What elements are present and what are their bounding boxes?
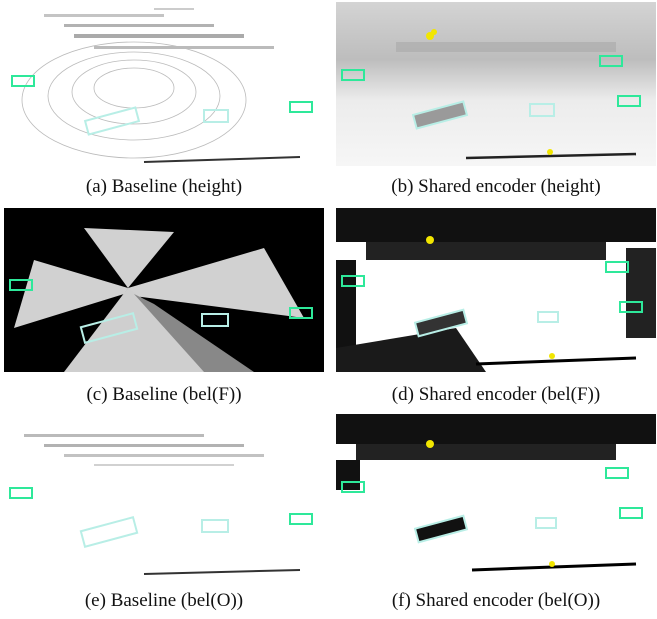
- caption-a: (a) Baseline (height): [85, 176, 243, 197]
- caption-c: (c) Baseline (bel(F)): [86, 384, 242, 405]
- panel-d-encoder-belF: [336, 208, 656, 372]
- caption-b: (b) Shared encoder (height): [391, 176, 601, 197]
- panel-f-encoder-belO: [336, 414, 656, 578]
- panel-b-encoder-height: [336, 2, 656, 166]
- panel-e-baseline-belO: [4, 414, 324, 578]
- panel-c-baseline-belF: [4, 208, 324, 372]
- caption-d: (d) Shared encoder (bel(F)): [391, 384, 601, 405]
- panel-a-baseline-height: [4, 2, 324, 166]
- caption-e: (e) Baseline (bel(O)): [84, 590, 244, 611]
- caption-f: (f) Shared encoder (bel(O)): [391, 590, 601, 611]
